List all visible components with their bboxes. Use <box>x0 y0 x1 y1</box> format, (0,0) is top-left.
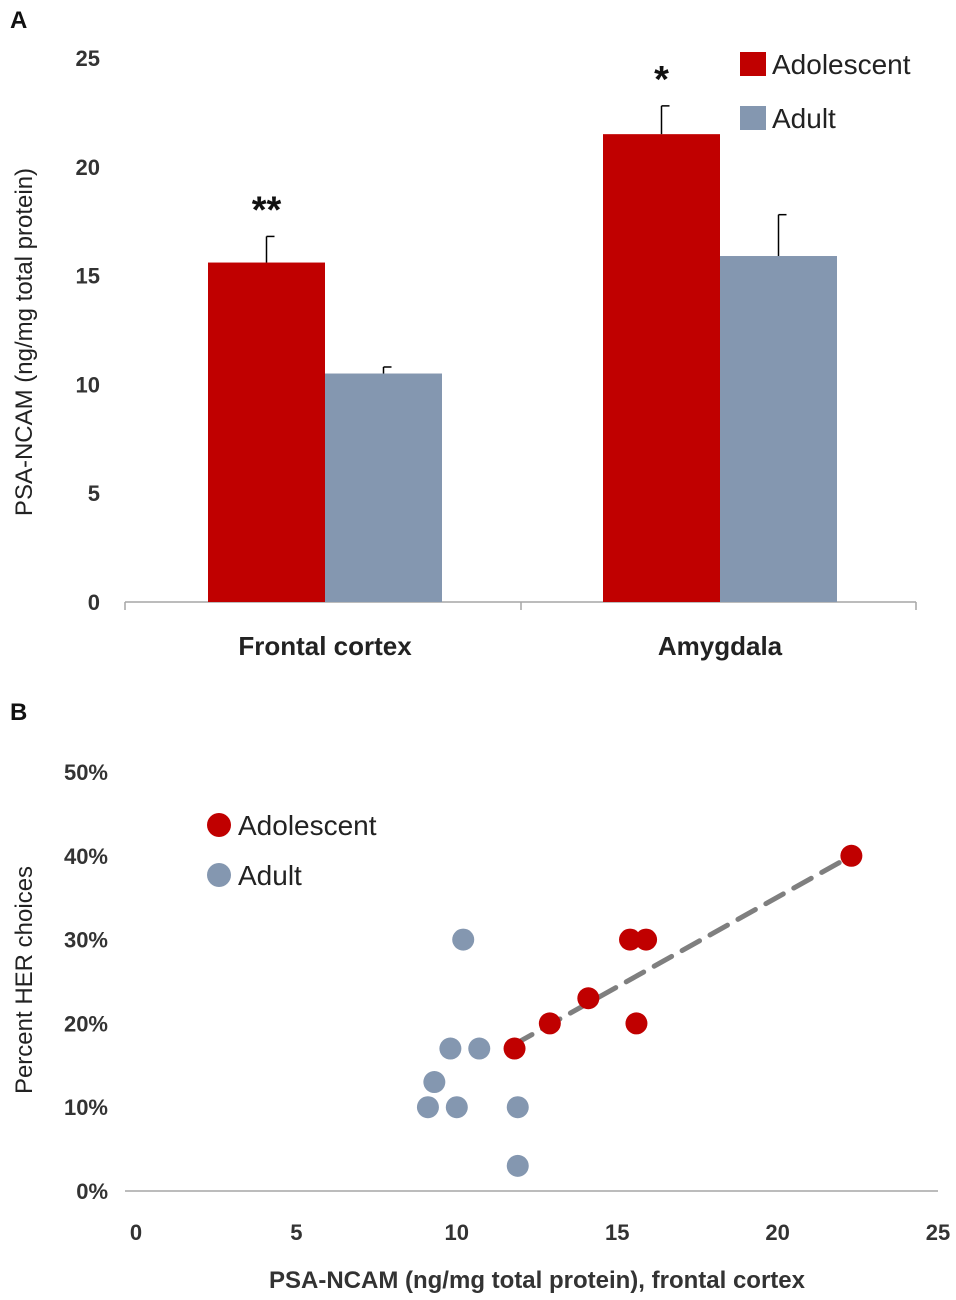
panel-b-y-tick-label: 30% <box>64 928 108 953</box>
legend-label-adult: Adult <box>772 103 836 134</box>
point-adult <box>439 1037 462 1060</box>
panel-b-x-ticks: 0 5 10 15 20 25 <box>130 1220 950 1245</box>
trendline-adolescent <box>512 853 854 1047</box>
panel-b-x-tick-label: 25 <box>926 1220 950 1245</box>
panel-b-x-tick-label: 15 <box>605 1220 629 1245</box>
category-label-frontal-cortex: Frontal cortex <box>238 631 412 661</box>
point-adolescent <box>625 1012 648 1035</box>
legend-label-adolescent: Adolescent <box>772 49 911 80</box>
panel-a-y-tick-label: 15 <box>76 264 100 289</box>
panel-a-category-labels: Frontal cortex Amygdala <box>238 631 782 661</box>
point-adolescent <box>538 1012 561 1035</box>
panel-b-x-tick-label: 5 <box>290 1220 302 1245</box>
panel-a-letter: A <box>10 7 27 34</box>
legend-label-adolescent: Adolescent <box>238 810 377 841</box>
panel-b-letter: B <box>10 699 27 726</box>
panel-a-bar-chart: A PSA-NCAM (ng/mg total protein) 0 5 10 15 2… <box>10 7 917 661</box>
panel-b-scatter-chart: B Percent HER choices PSA-NCAM (ng/mg to… <box>10 699 950 1294</box>
legend-marker-adult <box>207 863 231 887</box>
legend-swatch-adolescent <box>740 52 766 76</box>
point-adolescent <box>503 1037 526 1060</box>
panel-b-x-axis-label: PSA-NCAM (ng/mg total protein), frontal … <box>269 1267 806 1294</box>
panel-b-y-ticks: 0% 10% 20% 30% 40% 50% <box>64 760 108 1204</box>
point-adolescent <box>635 928 658 951</box>
panel-a-y-ticks: 0 5 10 15 20 25 <box>76 46 917 615</box>
panel-a-y-tick-label: 20 <box>76 155 100 180</box>
panel-b-y-tick-label: 20% <box>64 1011 108 1036</box>
panel-a-y-axis-label: PSA-NCAM (ng/mg total protein) <box>11 168 38 516</box>
significance-mark: * <box>654 59 669 101</box>
point-adolescent <box>619 928 642 951</box>
point-adolescent <box>840 844 863 867</box>
panel-b-y-tick-label: 0% <box>76 1179 108 1204</box>
panel-b-x-tick-label: 0 <box>130 1220 142 1245</box>
panel-a-y-tick-label: 5 <box>88 481 100 506</box>
panel-a-y-tick-label: 25 <box>76 46 100 71</box>
point-adult <box>468 1037 491 1060</box>
point-adolescent <box>577 987 600 1010</box>
point-adult <box>416 1096 439 1119</box>
legend-swatch-adult <box>740 106 766 130</box>
point-adult <box>423 1071 446 1094</box>
panel-a-legend: Adolescent Adult <box>740 49 911 134</box>
bar-adolescent-amygdala <box>603 134 720 602</box>
point-adult <box>506 1154 529 1177</box>
panel-b-x-tick-label: 20 <box>765 1220 789 1245</box>
panel-b-trendline <box>512 853 854 1047</box>
panel-b-x-tick-label: 10 <box>445 1220 469 1245</box>
panel-a-bars <box>208 105 837 602</box>
panel-a-y-tick-label: 10 <box>76 372 100 397</box>
point-adult <box>452 928 475 951</box>
panel-b-legend: Adolescent Adult <box>207 810 377 891</box>
category-label-amygdala: Amygdala <box>658 631 783 661</box>
panel-a-y-tick-label: 0 <box>88 590 100 615</box>
significance-mark: ** <box>252 189 282 231</box>
point-adult <box>506 1096 529 1119</box>
panel-b-y-tick-label: 10% <box>64 1095 108 1120</box>
legend-label-adult: Adult <box>238 860 302 891</box>
panel-b-y-axis-label: Percent HER choices <box>11 866 38 1094</box>
bar-adult-amygdala <box>720 256 837 602</box>
point-adult <box>445 1096 468 1119</box>
panel-a-significance-marks: *** <box>252 59 669 232</box>
bar-adult-frontal-cortex <box>325 373 442 602</box>
legend-marker-adolescent <box>207 813 231 837</box>
panel-b-y-tick-label: 40% <box>64 844 108 869</box>
panel-b-points <box>416 844 863 1177</box>
bar-adolescent-frontal-cortex <box>208 262 325 602</box>
panel-b-y-tick-label: 50% <box>64 760 108 785</box>
